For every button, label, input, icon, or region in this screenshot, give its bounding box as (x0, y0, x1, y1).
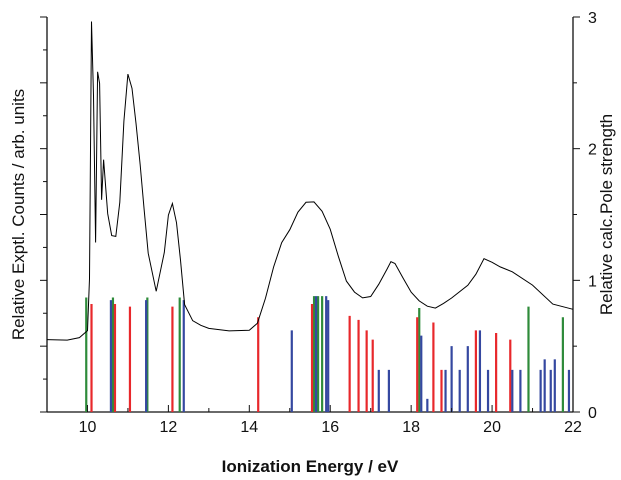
experimental-spectrum-line (47, 22, 573, 341)
x-tick-label: 18 (402, 419, 420, 436)
x-axis-label: Ionization Energy / eV (222, 457, 399, 476)
x-tick-label: 20 (483, 419, 501, 436)
x-tick-label: 16 (321, 419, 339, 436)
x-tick-label: 14 (240, 419, 258, 436)
right-y-tick-label: 3 (588, 10, 597, 27)
x-tick-label: 10 (79, 419, 97, 436)
left-axis-label: Relative Exptl. Counts / arb. units (9, 89, 28, 340)
right-y-tick-label: 2 (588, 142, 597, 159)
x-tick-label: 22 (564, 419, 582, 436)
right-y-tick-label: 0 (588, 405, 597, 422)
right-axis-label: Relative calc.Pole strength (597, 114, 616, 315)
x-tick-label: 12 (159, 419, 177, 436)
plot-frame (47, 17, 573, 412)
pole-strength-sticks (86, 296, 569, 412)
right-y-tick-label: 1 (588, 273, 597, 290)
